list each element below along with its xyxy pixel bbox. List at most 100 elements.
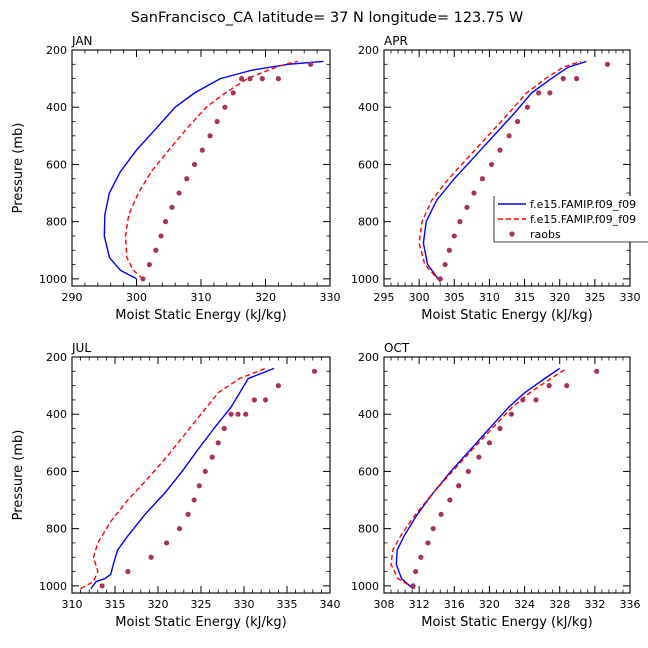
raobs-marker	[446, 247, 452, 253]
plot-area	[103, 60, 324, 282]
x-tick-label: 335	[277, 598, 298, 611]
panel-oct: OCT 308 312 316 320 324 328 332 336 200 400 600 800 1…	[351, 341, 641, 630]
raobs-marker	[169, 204, 175, 210]
x-tick-label: 330	[234, 598, 255, 611]
raobs-marker	[497, 147, 503, 153]
y-tick-label: 200	[358, 44, 379, 57]
raobs-marker	[410, 583, 416, 589]
x-axis-label: Moist Static Energy (kJ/kg)	[421, 615, 592, 630]
raobs-marker	[486, 440, 493, 446]
x-tick-label: 300	[409, 291, 430, 304]
raobs-marker	[506, 133, 512, 139]
x-axis-label: Moist Static Energy (kJ/kg)	[115, 615, 286, 630]
series-line-dashed	[418, 60, 582, 283]
legend-entry: raobs	[530, 228, 561, 241]
raobs-marker	[191, 161, 198, 168]
x-tick-label: 325	[584, 291, 605, 304]
y-tick-label: 400	[358, 101, 379, 114]
y-tick-label: 600	[46, 465, 67, 478]
x-tick-label: 320	[479, 598, 500, 611]
x-tick-label: 315	[105, 598, 126, 611]
y-tick-label: 400	[46, 101, 67, 114]
x-tick-label: 295	[374, 291, 395, 304]
y-tick-label: 400	[46, 408, 67, 421]
raobs-marker	[140, 276, 146, 282]
raobs-marker	[162, 219, 169, 225]
y-axis-label: Pressure (mb)	[11, 430, 26, 521]
raobs-marker	[564, 383, 570, 389]
x-tick-label: 330	[620, 291, 641, 304]
x-tick-label: 330	[320, 291, 341, 304]
raobs-marker	[497, 425, 503, 432]
x-tick-label: 328	[549, 598, 570, 611]
x-tick-label: 310	[191, 291, 212, 304]
raobs-marker	[191, 497, 197, 503]
y-tick-label: 1000	[39, 273, 67, 286]
x-axis-label: Moist Static Energy (kJ/kg)	[421, 308, 592, 323]
plot-area	[80, 367, 318, 590]
raobs-marker	[476, 454, 482, 460]
x-tick-label: 324	[514, 598, 535, 611]
axes-frame	[383, 49, 631, 287]
panel-title: OCT	[384, 341, 410, 355]
raobs-marker	[214, 118, 220, 125]
axes-frame	[383, 356, 631, 594]
raobs-marker	[239, 76, 245, 82]
x-tick-label: 340	[320, 598, 341, 611]
raobs-marker	[262, 397, 269, 403]
raobs-marker	[308, 61, 314, 67]
raobs-marker	[176, 190, 182, 196]
y-tick-label: 200	[358, 351, 379, 364]
y-tick-label: 1000	[351, 273, 379, 286]
raobs-marker	[243, 411, 249, 417]
raobs-marker	[560, 76, 566, 82]
raobs-marker	[604, 61, 611, 67]
plot-area	[390, 367, 600, 590]
x-tick-label: 312	[409, 598, 430, 611]
raobs-marker	[275, 76, 281, 82]
raobs-marker	[447, 497, 453, 503]
raobs-marker	[438, 511, 444, 517]
raobs-marker	[488, 161, 495, 168]
raobs-marker	[594, 368, 600, 374]
raobs-marker	[479, 176, 485, 182]
x-tick-label: 320	[148, 598, 169, 611]
x-tick-label: 316	[444, 598, 465, 611]
raobs-marker	[464, 204, 470, 210]
raobs-marker	[437, 276, 443, 282]
legend: f.e15.FAMIP.f09_f09 f.e15.FAMIP.f09_f09ra…	[493, 196, 648, 243]
raobs-marker	[148, 554, 154, 560]
y-tick-label: 600	[358, 465, 379, 478]
raobs-marker	[425, 540, 431, 546]
raobs-marker	[247, 76, 253, 82]
panel-title: JAN	[71, 34, 93, 48]
raobs-marker	[465, 468, 471, 475]
raobs-marker	[508, 411, 514, 417]
y-tick-label: 600	[358, 158, 379, 171]
raobs-marker	[215, 440, 221, 446]
series-line-solid	[395, 367, 561, 590]
x-tick-label: 300	[126, 291, 147, 304]
main-title: SanFrancisco_CA latitude= 37 N longitude…	[131, 10, 524, 26]
y-tick-label: 800	[358, 523, 379, 536]
x-tick-label: 332	[584, 598, 605, 611]
raobs-marker	[520, 397, 526, 403]
raobs-marker	[251, 397, 257, 403]
y-tick-label: 800	[46, 216, 67, 229]
raobs-marker	[418, 554, 424, 560]
plot-area	[418, 60, 611, 283]
raobs-marker	[235, 411, 241, 417]
raobs-marker	[573, 76, 580, 82]
x-tick-label: 310	[62, 598, 83, 611]
y-tick-label: 200	[46, 44, 67, 57]
raobs-marker	[158, 233, 164, 239]
x-tick-label: 290	[62, 291, 83, 304]
panel-title: JUL	[71, 341, 91, 355]
raobs-marker	[146, 261, 152, 268]
raobs-marker	[221, 425, 227, 432]
x-tick-label: 325	[191, 598, 212, 611]
raobs-marker	[202, 468, 208, 475]
x-tick-label: 308	[374, 598, 395, 611]
axes-frame	[71, 49, 331, 287]
